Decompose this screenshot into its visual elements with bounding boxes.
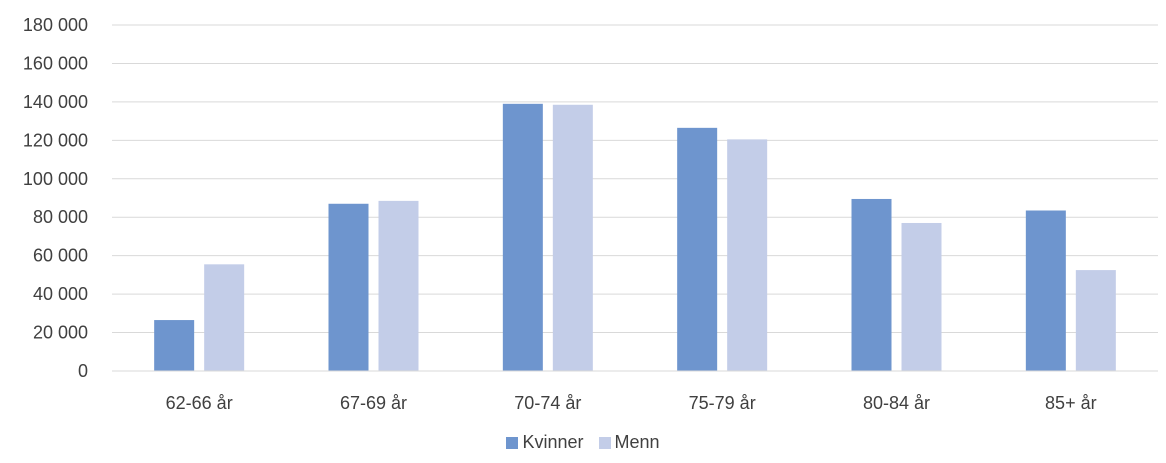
bar-menn (378, 200, 419, 371)
legend-item-kvinner: Kvinner (506, 431, 583, 453)
y-tick-label: 120 000 (23, 130, 88, 150)
bar-menn (552, 104, 593, 372)
x-tick-label: 75-79 år (689, 393, 756, 413)
y-tick-label: 40 000 (33, 284, 88, 304)
y-tick-label: 160 000 (23, 53, 88, 73)
bar-kvinner (328, 203, 369, 371)
x-axis-ticks: 62-66 år 67-69 år 70-74 år 75-79 år 80-84 år… (166, 393, 1097, 413)
bar-menn (901, 222, 942, 371)
bar-menn (204, 264, 245, 371)
bar-kvinner (851, 198, 892, 371)
legend-swatch-kvinner (506, 437, 519, 449)
x-tick-label: 70-74 år (514, 393, 581, 413)
x-tick-label: 80-84 år (863, 393, 930, 413)
legend: Kvinner Menn (0, 431, 1166, 453)
bar-menn (1075, 270, 1116, 371)
x-tick-label: 85+ år (1045, 393, 1097, 413)
x-tick-label: 62-66 år (166, 393, 233, 413)
bar-menn (727, 139, 768, 371)
bar-kvinner (154, 320, 195, 371)
bars (154, 103, 1116, 372)
gridlines (112, 24, 1158, 334)
y-tick-label: 0 (78, 361, 88, 381)
y-tick-label: 20 000 (33, 323, 88, 343)
y-tick-label: 100 000 (23, 169, 88, 189)
legend-label-menn: Menn (614, 432, 660, 452)
y-tick-label: 80 000 (33, 207, 88, 227)
legend-label-kvinner: Kvinner (522, 432, 584, 452)
legend-item-menn: Menn (598, 431, 660, 453)
y-tick-label: 140 000 (23, 92, 88, 112)
x-tick-label: 67-69 år (340, 393, 407, 413)
y-axis-ticks: 0 20 000 40 000 60 000 80 000 100 000 120 000 1… (23, 15, 88, 381)
y-tick-label: 180 000 (23, 15, 88, 35)
bar-kvinner (677, 127, 718, 371)
bar-kvinner (502, 103, 543, 372)
bar-kvinner (1025, 210, 1066, 371)
y-tick-label: 60 000 (33, 246, 88, 266)
legend-swatch-menn (598, 437, 611, 449)
